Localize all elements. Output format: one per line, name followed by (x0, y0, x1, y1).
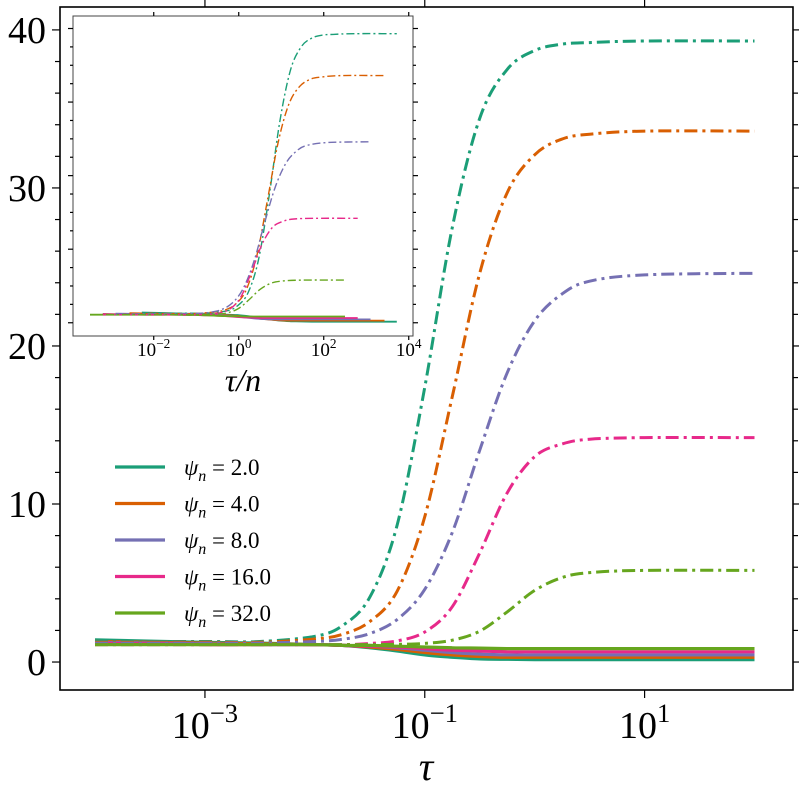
series-dashdot-line-4 (94, 568, 755, 647)
legend-item: ψn = 8.0 (115, 528, 260, 558)
legend-label: ψn = 16.0 (184, 565, 271, 595)
inset-x-axis-label: τ/n (225, 362, 261, 398)
main-axes-frame (59, 6, 794, 691)
y-tick-label: 10 (8, 484, 46, 526)
inset-dashdot-line-1 (129, 74, 385, 315)
legend-item: ψn = 4.0 (115, 492, 260, 522)
legend-item: ψn = 16.0 (115, 565, 271, 595)
y-tick-label: 0 (27, 642, 46, 684)
inset-x-tick-label: 10−2 (137, 336, 170, 361)
legend-label: ψn = 4.0 (184, 492, 260, 522)
y-tick-label: 40 (8, 10, 46, 52)
legend: ψn = 2.0 ψn = 4.0 ψn = 8.0 ψn = 16.0 ψn = 32… (115, 455, 271, 631)
series-dashdot-line-2 (94, 271, 755, 645)
y-tick-label: 20 (8, 326, 46, 368)
inset-dashdot-line-2 (115, 141, 371, 315)
inset-x-tick-label: 100 (226, 336, 252, 361)
series-dashdot-line-3 (94, 436, 755, 647)
legend-item: ψn = 32.0 (115, 601, 271, 631)
x-tick-label: 10−3 (172, 698, 238, 747)
x-tick-label: 101 (619, 698, 670, 747)
legend-label: ψn = 2.0 (184, 455, 260, 485)
inset-dashdot-line-4 (90, 279, 346, 316)
legend-label: ψn = 8.0 (184, 528, 260, 558)
inset-chart: 10−2 100 102 104 τ/n (68, 12, 422, 398)
inset-x-tick-label: 102 (311, 336, 337, 361)
inset-plot-lines (90, 32, 397, 323)
legend-label: ψn = 32.0 (184, 601, 271, 631)
series-dashdot-line-0 (95, 39, 755, 644)
inset-ticks: 10−2 100 102 104 (68, 12, 422, 361)
inset-dashdot-line-0 (141, 32, 397, 315)
y-tick-label: 30 (8, 168, 46, 210)
legend-item: ψn = 2.0 (115, 455, 260, 485)
main-plot-lines (94, 39, 755, 662)
inset-background (72, 15, 414, 337)
series-solid-line-4 (94, 642, 755, 651)
inset-x-tick-label: 104 (396, 336, 422, 361)
x-tick-label: 10−1 (392, 698, 458, 747)
main-ticks: 0 10 20 30 40 10−3 10−1 101 (8, 0, 799, 747)
x-axis-label: τ (419, 744, 435, 787)
